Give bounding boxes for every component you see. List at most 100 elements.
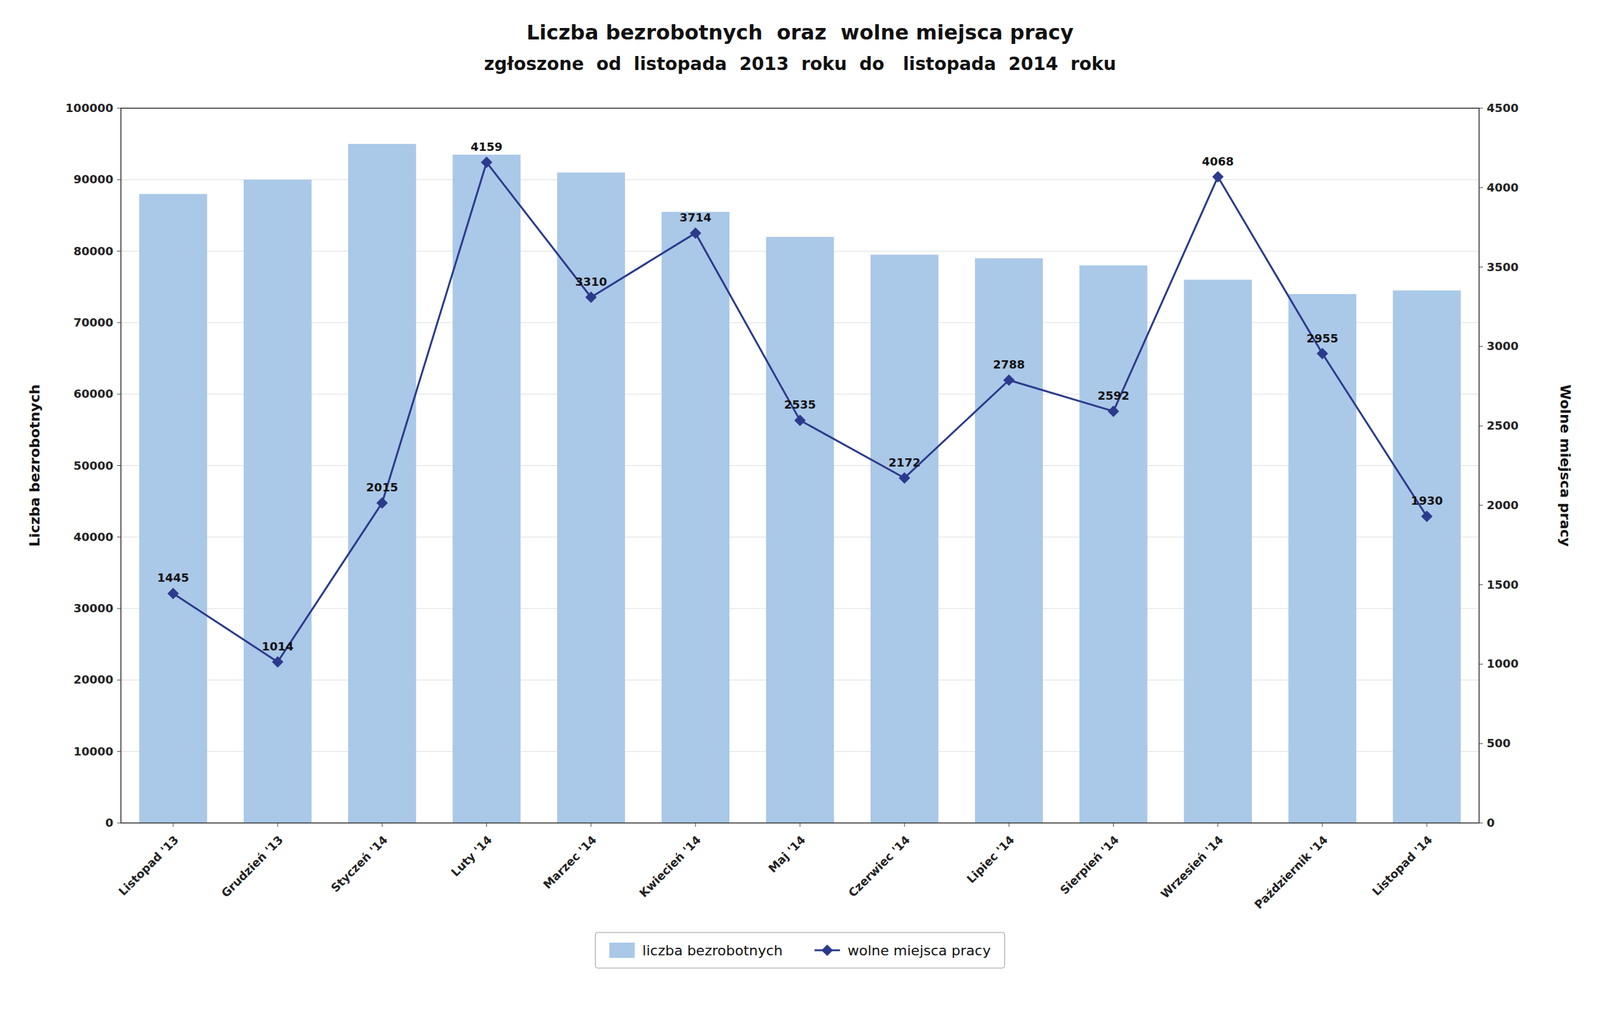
legend: liczba bezrobotnych wolne miejsca pracy xyxy=(595,932,1005,969)
data-label: 4159 xyxy=(470,140,503,154)
data-label: 4068 xyxy=(1202,154,1235,169)
tick-label: 2000 xyxy=(1486,498,1519,512)
tick-label: 10000 xyxy=(73,744,114,758)
tick-mark xyxy=(800,822,801,827)
category-label: Marzec '14 xyxy=(540,833,599,892)
category-label: Lipiec '14 xyxy=(964,833,1018,886)
tick-mark xyxy=(117,179,121,181)
category-label: Grudzień '13 xyxy=(218,833,286,900)
tick-mark xyxy=(1479,346,1483,347)
tick-mark xyxy=(381,822,383,827)
tick-mark xyxy=(117,750,121,752)
tick-mark xyxy=(1008,822,1010,827)
bar xyxy=(243,179,312,823)
tick-mark xyxy=(1479,266,1483,268)
bar xyxy=(139,194,208,823)
data-label: 2955 xyxy=(1306,331,1339,345)
bar xyxy=(1288,294,1357,823)
tick-mark xyxy=(1479,663,1483,665)
legend-item: wolne miejsca pracy xyxy=(814,942,991,959)
tick-label: 0 xyxy=(1486,815,1495,830)
tick-label: 4500 xyxy=(1486,101,1519,115)
bar xyxy=(556,172,625,823)
data-label: 2535 xyxy=(784,397,816,412)
marker xyxy=(1316,348,1329,360)
category-label: Listopad '14 xyxy=(1369,833,1436,899)
bar xyxy=(348,143,417,823)
category-label: Luty '14 xyxy=(448,833,495,879)
tick-mark xyxy=(486,822,487,827)
category-label: Kwiecień '14 xyxy=(636,833,704,900)
legend-marker xyxy=(821,944,834,956)
bar xyxy=(1183,280,1252,823)
tick-mark xyxy=(117,250,121,252)
category-label: Listopad '13 xyxy=(115,833,182,899)
tick-label: 40000 xyxy=(73,530,114,544)
data-label: 2172 xyxy=(888,455,921,470)
data-label: 1930 xyxy=(1410,493,1443,508)
tick-label: 30000 xyxy=(73,601,114,615)
tick-mark xyxy=(117,822,121,824)
marker xyxy=(167,587,179,599)
tick-label: 90000 xyxy=(73,172,114,186)
tick-label: 2500 xyxy=(1486,418,1519,433)
tick-label: 0 xyxy=(105,815,114,830)
line xyxy=(173,162,1427,662)
marker xyxy=(1421,510,1433,522)
axes: 0100002000030000400005000060000700008000… xyxy=(65,101,1519,912)
tick-label: 80000 xyxy=(73,244,114,258)
category-label: Styczeń '14 xyxy=(328,833,391,895)
tick-label: 50000 xyxy=(73,458,114,473)
tick-label: 3500 xyxy=(1486,260,1519,274)
category-label: Czerwiec '14 xyxy=(845,833,913,900)
tick-mark xyxy=(1479,584,1483,585)
tick-label: 3000 xyxy=(1486,339,1519,353)
grid-line xyxy=(120,179,1480,181)
chart: Liczba bezrobotnych oraz wolne miejsca p… xyxy=(0,0,1600,1033)
tick-label: 60000 xyxy=(73,386,114,401)
category-label: Wrzesień '14 xyxy=(1157,833,1226,902)
tick-label: 20000 xyxy=(73,672,114,687)
marker xyxy=(1003,374,1015,386)
tick-mark xyxy=(694,822,696,827)
marker xyxy=(1212,171,1224,183)
legend-item: liczba bezrobotnych xyxy=(609,942,783,959)
tick-mark xyxy=(1479,822,1483,824)
axis-label: Liczba bezrobotnych xyxy=(26,384,43,547)
legend-label: liczba bezrobotnych xyxy=(642,942,783,959)
data-label: 3310 xyxy=(575,274,608,289)
background xyxy=(0,0,1600,1033)
legend-label: wolne miejsca pracy xyxy=(847,942,991,959)
tick-mark xyxy=(590,822,592,827)
tick-mark xyxy=(1321,822,1323,827)
data-label: 2788 xyxy=(992,357,1025,372)
tick-mark xyxy=(117,465,121,466)
data-label: 3714 xyxy=(679,210,712,225)
data-label: 2015 xyxy=(365,480,398,494)
tick-mark xyxy=(117,108,121,109)
marker xyxy=(376,497,388,509)
tick-mark xyxy=(117,608,121,610)
tick-mark xyxy=(173,822,174,827)
bar xyxy=(1393,290,1462,823)
marker xyxy=(271,656,284,668)
plot-frame xyxy=(120,108,1480,823)
subtitle: zgłoszone od listopada 2013 roku do list… xyxy=(483,53,1116,75)
plot-area xyxy=(139,143,1462,823)
tick-mark xyxy=(117,322,121,323)
data-label: 1445 xyxy=(157,570,190,585)
data-label: 2592 xyxy=(1097,388,1130,403)
tick-label: 70000 xyxy=(73,315,114,330)
tick-mark xyxy=(1479,108,1483,109)
tick-mark xyxy=(117,393,121,395)
bar xyxy=(870,254,939,823)
bar xyxy=(975,258,1044,823)
bar xyxy=(661,211,730,823)
category-label: Październik '14 xyxy=(1251,833,1331,913)
tick-mark xyxy=(117,679,121,681)
marker xyxy=(1107,405,1119,417)
tick-label: 4000 xyxy=(1486,180,1519,195)
tick-mark xyxy=(1479,743,1483,744)
bar xyxy=(452,154,521,823)
tick-mark xyxy=(277,822,279,827)
